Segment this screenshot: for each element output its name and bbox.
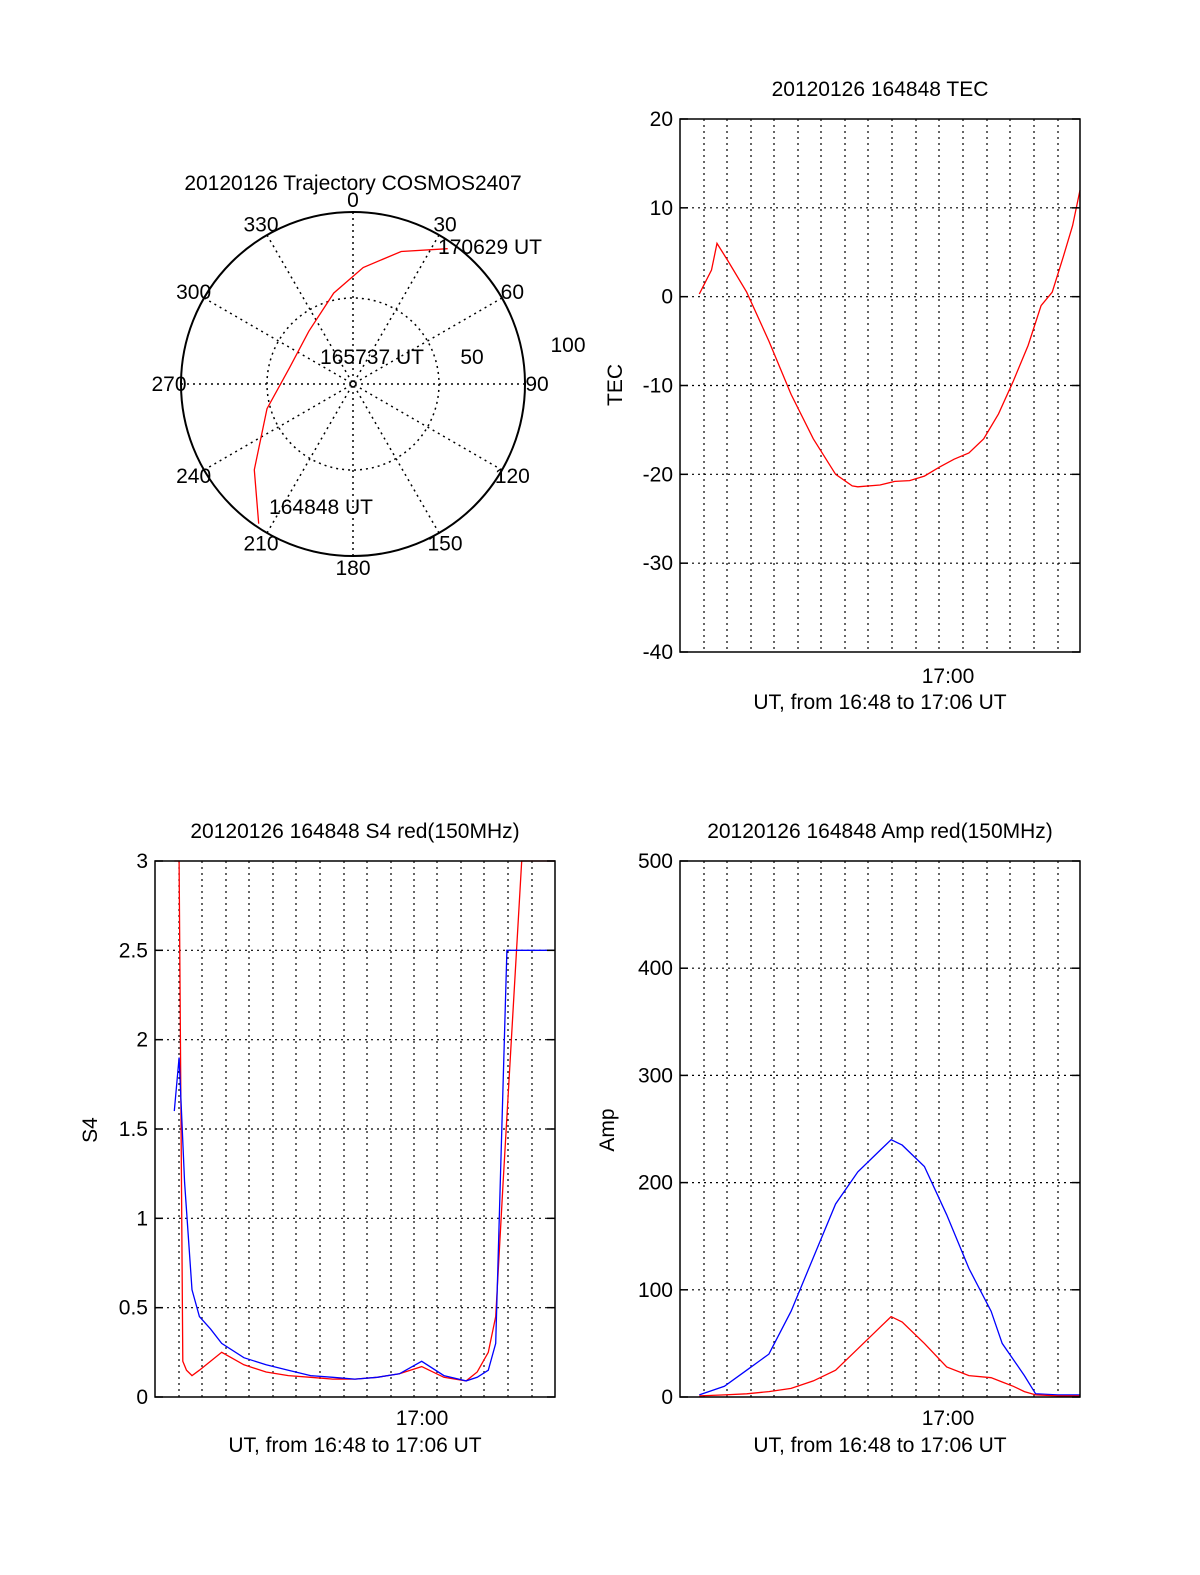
- tec-y-axis-label: TEC: [604, 364, 627, 406]
- trajectory-label: 165737 UT: [320, 346, 424, 369]
- y-tick-label: 20: [650, 108, 673, 131]
- y-tick-label: 1.5: [119, 1118, 148, 1141]
- tec-series-line: [698, 189, 1081, 488]
- y-tick-label: -10: [643, 375, 673, 398]
- polar-angle-label: 180: [335, 557, 370, 580]
- polar-grid: [181, 212, 525, 556]
- amp-series-line: [699, 1315, 1080, 1397]
- tec-x-tick-label: 17:00: [922, 665, 975, 688]
- amp-grid: [680, 861, 1080, 1397]
- y-tick-label: 400: [638, 957, 673, 980]
- s4-series-line: [174, 860, 555, 1382]
- tec-y-ticks: -40 -30 -20 -10 0 10 20: [643, 108, 1080, 664]
- s4-x-axis-label: UT, from 16:48 to 17:06 UT: [228, 1434, 481, 1457]
- amp-x-axis-label: UT, from 16:48 to 17:06 UT: [753, 1434, 1006, 1457]
- tec-chart: 20120126 164848 TEC -40 -30 -20 -10 0 10 20 17…: [604, 78, 1081, 714]
- y-tick-label: 0: [136, 1386, 148, 1409]
- trajectory-label: 164848 UT: [269, 496, 373, 519]
- polar-angle-labels: 0 30 60 90 120 150 180 210 240 270 300 330: [151, 189, 548, 580]
- polar-outer-circle: [180, 211, 526, 557]
- trajectory-line: [253, 248, 448, 524]
- polar-angle-label: 150: [427, 532, 462, 555]
- y-tick-label: -20: [643, 463, 673, 486]
- polar-angle-label: 300: [176, 281, 211, 304]
- polar-angle-label: 210: [243, 532, 278, 555]
- amp-chart: 20120126 164848 Amp red(150MHz) 0 100 200 3…: [596, 820, 1081, 1457]
- y-tick-label: 10: [650, 197, 673, 220]
- s4-series-line: [173, 949, 555, 1382]
- y-tick-label: 2: [136, 1029, 148, 1052]
- amp-series-line: [699, 1138, 1080, 1396]
- y-tick-label: 0.5: [119, 1297, 148, 1320]
- amp-x-tick-label: 17:00: [922, 1407, 975, 1430]
- y-tick-label: 100: [638, 1279, 673, 1302]
- polar-radial-label: 100: [550, 334, 585, 357]
- y-tick-label: 1: [136, 1207, 148, 1230]
- y-tick-label: 200: [638, 1172, 673, 1195]
- polar-angle-label: 0: [347, 189, 359, 212]
- y-tick-label: -30: [643, 552, 673, 575]
- polar-title: 20120126 Trajectory COSMOS2407: [184, 172, 521, 195]
- polar-angle-label: 90: [525, 373, 548, 396]
- amp-y-ticks: 0 100 200 300 400 500: [638, 850, 1080, 1409]
- polar-radial-label: 50: [460, 346, 483, 369]
- y-tick-label: -40: [643, 641, 673, 664]
- y-tick-label: 0: [661, 1386, 673, 1409]
- polar-trajectory-chart: 20120126 Trajectory COSMOS2407 0 30 60 90 12…: [151, 172, 585, 580]
- y-tick-label: 2.5: [119, 939, 148, 962]
- polar-angle-label: 30: [433, 214, 456, 237]
- s4-grid: [155, 861, 555, 1397]
- y-tick-label: 3: [136, 850, 148, 873]
- s4-title: 20120126 164848 S4 red(150MHz): [190, 820, 519, 843]
- polar-angle-label: 60: [501, 281, 524, 304]
- y-tick-label: 500: [638, 850, 673, 873]
- amp-y-axis-label: Amp: [596, 1108, 619, 1151]
- polar-angle-label: 120: [495, 465, 530, 488]
- s4-chart: 20120126 164848 S4 red(150MHz) 0 0.5 1 1.5 2…: [79, 820, 556, 1457]
- amp-title: 20120126 164848 Amp red(150MHz): [707, 820, 1053, 843]
- polar-angle-label: 330: [243, 214, 278, 237]
- y-tick-label: 300: [638, 1064, 673, 1087]
- s4-x-tick-label: 17:00: [396, 1407, 449, 1430]
- tec-x-axis-label: UT, from 16:48 to 17:06 UT: [753, 691, 1006, 714]
- polar-angle-label: 240: [176, 465, 211, 488]
- y-tick-label: 0: [661, 286, 673, 309]
- tec-title: 20120126 164848 TEC: [772, 78, 989, 101]
- s4-y-axis-label: S4: [79, 1117, 102, 1143]
- polar-grid-circle: [266, 297, 440, 471]
- trajectory-label: 170629 UT: [438, 236, 542, 259]
- amp-plot-frame: [679, 860, 1081, 1398]
- s4-y-ticks: 0 0.5 1 1.5 2 2.5 3: [119, 850, 555, 1409]
- polar-angle-label: 270: [151, 373, 186, 396]
- tec-grid: [680, 119, 1080, 652]
